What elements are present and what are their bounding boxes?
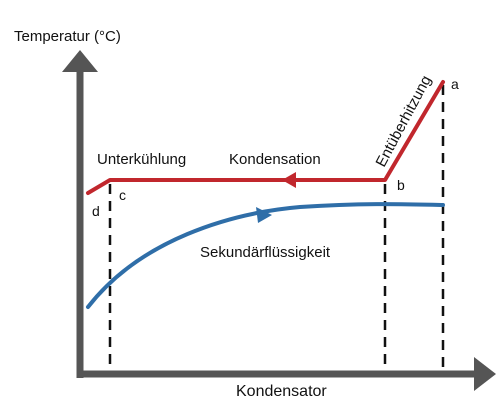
point-label-c: c bbox=[119, 187, 126, 203]
point-label-a: a bbox=[451, 76, 459, 92]
refrigerant-line bbox=[86, 80, 445, 195]
desuperheating-label: Entüberhitzung bbox=[373, 73, 435, 170]
point-label-d: d bbox=[92, 203, 100, 219]
secondary-fluid-label: Sekundärflüssigkeit bbox=[200, 244, 331, 261]
y-axis-label: Temperatur (°C) bbox=[14, 28, 121, 45]
condensation-label: Kondensation bbox=[229, 151, 321, 168]
y-axis-arrowhead bbox=[62, 50, 98, 72]
subcooling-label: Unterkühlung bbox=[97, 151, 186, 168]
guide-lines bbox=[108, 85, 445, 368]
x-axis-label: Kondensator bbox=[236, 383, 327, 400]
point-label-b: b bbox=[397, 177, 405, 193]
secondary-fluid-flow-arrow bbox=[256, 207, 272, 223]
refrigerant-flow-arrow bbox=[282, 172, 296, 188]
x-axis-arrowhead bbox=[474, 357, 496, 391]
secondary-fluid-curve bbox=[86, 202, 445, 309]
secondary-fluid-line bbox=[86, 202, 445, 309]
refrigerant-curve bbox=[86, 80, 445, 195]
axes bbox=[62, 50, 496, 391]
